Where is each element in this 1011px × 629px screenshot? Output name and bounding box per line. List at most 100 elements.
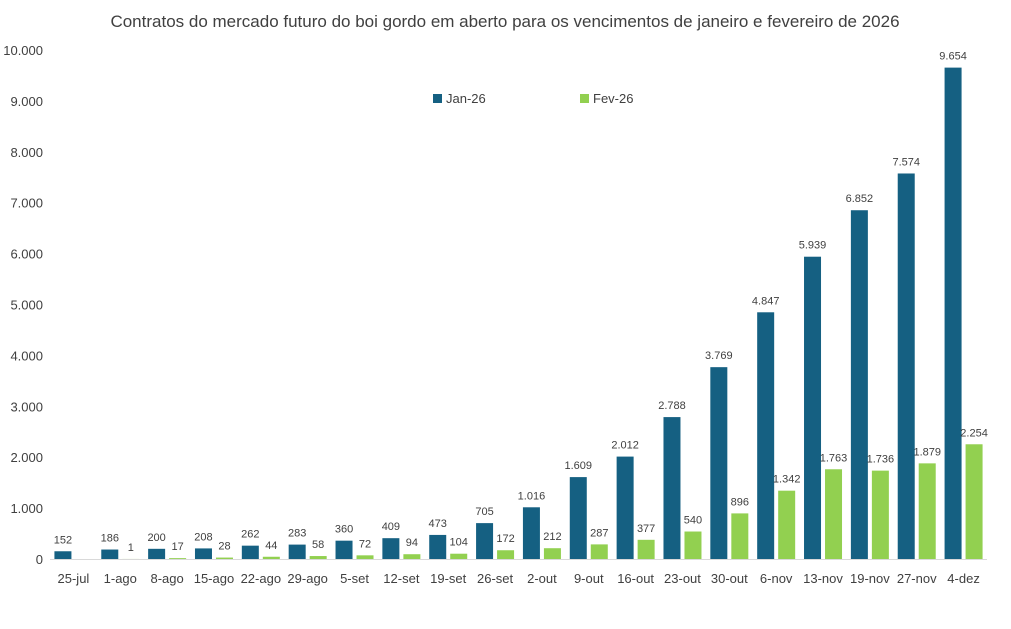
data-label-jan-26: 283 [288,528,306,540]
bar-jan-26-30-out [710,367,728,559]
x-tick-label: 23-out [664,571,701,586]
data-label-fev-26: 1.763 [820,452,848,464]
bar-fev-26-19-nov [871,470,889,559]
data-label-fev-26: 17 [172,541,184,553]
data-label-fev-26: 1 [128,542,134,554]
data-label-jan-26: 3.769 [705,350,733,362]
y-tick-label: 9.000 [10,94,43,109]
bar-fev-26-22-ago [262,556,280,559]
x-tick-label: 19-nov [850,571,890,586]
data-label-fev-26: 2.254 [960,427,988,439]
data-label-fev-26: 28 [218,541,230,553]
bar-jan-26-5-set [335,540,353,559]
x-tick-label: 26-set [477,571,514,586]
bar-jan-26-22-ago [241,545,259,559]
y-tick-label: 5.000 [10,298,43,313]
x-tick-label: 2-out [527,571,557,586]
data-label-jan-26: 5.939 [799,240,827,252]
bar-fev-26-6-nov [778,490,796,559]
bar-fev-26-23-out [684,531,702,559]
data-label-jan-26: 409 [382,521,400,533]
x-tick-label: 30-out [711,571,748,586]
bar-jan-26-9-out [569,477,587,559]
bar-jan-26-16-out [616,456,634,559]
bar-fev-26-8-ago [169,558,187,559]
bar-fev-26-16-out [637,539,655,559]
data-labels: 152 186 1 200 17 208 28 262 44 283 58 360 72 409 94 473… [54,51,988,554]
x-tick-label: 25-jul [58,571,90,586]
bar-jan-26-4-dez [944,67,962,560]
y-tick-label: 10.000 [3,43,43,58]
data-label-jan-26: 1.609 [565,460,593,472]
bar-jan-26-19-nov [850,210,868,559]
legend-swatch-jan-26 [433,94,442,103]
chart-title: Contratos do mercado futuro do boi gordo… [110,12,899,31]
bar-jan-26-25-jul [54,551,72,559]
bar-jan-26-27-nov [897,173,915,559]
bar-fev-26-12-set [403,554,421,559]
x-tick-label: 8-ago [151,571,184,586]
data-label-jan-26: 360 [335,524,353,536]
x-axis: 25-jul 1-ago 8-ago 15-ago 22-ago 29-ago 5-set 1… [58,571,980,586]
data-label-fev-26: 1.879 [913,446,941,458]
data-label-jan-26: 152 [54,534,72,546]
data-label-jan-26: 200 [147,532,165,544]
data-label-jan-26: 2.012 [611,440,639,452]
data-label-jan-26: 705 [475,506,493,518]
x-tick-label: 29-ago [287,571,327,586]
y-tick-label: 4.000 [10,348,43,363]
y-tick-label: 6.000 [10,247,43,262]
data-label-jan-26: 208 [194,531,212,543]
legend-label-fev-26: Fev-26 [593,91,633,106]
data-label-jan-26: 7.574 [892,156,920,168]
data-label-jan-26: 1.016 [518,490,546,502]
bar-jan-26-15-ago [194,548,212,559]
bar-jan-26-1-ago [101,549,119,559]
data-label-jan-26: 262 [241,529,259,541]
data-label-fev-26: 540 [684,515,702,527]
y-tick-label: 1.000 [10,501,43,516]
y-tick-label: 3.000 [10,399,43,414]
x-tick-label: 22-ago [241,571,281,586]
bar-jan-26-6-nov [757,312,775,559]
y-tick-label: 7.000 [10,196,43,211]
bar-jan-26-29-ago [288,544,306,559]
x-tick-label: 16-out [617,571,654,586]
data-label-fev-26: 44 [265,540,277,552]
bar-jan-26-26-set [476,523,494,559]
y-tick-label: 0 [36,552,43,567]
data-label-fev-26: 172 [496,533,514,545]
bar-fev-26-9-out [590,544,608,559]
bar-fev-26-29-ago [309,556,327,559]
x-tick-label: 27-nov [897,571,937,586]
data-label-jan-26: 6.852 [846,193,874,205]
bar-fev-26-5-set [356,555,374,559]
bar-fev-26-26-set [497,550,515,559]
legend-label-jan-26: Jan-26 [446,91,486,106]
data-label-fev-26: 58 [312,539,324,551]
x-tick-label: 1-ago [104,571,137,586]
x-tick-label: 5-set [340,571,369,586]
bar-fev-26-13-nov [825,469,843,559]
legend-swatch-fev-26 [580,94,589,103]
bar-jan-26-8-ago [148,548,166,559]
data-label-jan-26: 473 [429,518,447,530]
data-label-jan-26: 186 [101,533,119,545]
x-tick-label: 4-dez [947,571,980,586]
bar-fev-26-27-nov [918,463,936,559]
x-tick-label: 13-nov [803,571,843,586]
y-axis: 0 1.000 2.000 3.000 4.000 5.000 6.000 7.000 8.00… [3,43,43,567]
data-label-jan-26: 9.654 [939,51,967,63]
data-label-fev-26: 212 [543,531,561,543]
bar-fev-26-30-out [731,513,749,559]
data-label-jan-26: 4.847 [752,295,780,307]
bar-fev-26-19-set [450,553,468,559]
bar-fev-26-15-ago [215,557,233,559]
bar-jan-26-12-set [382,538,400,559]
data-label-fev-26: 1.736 [867,454,895,466]
data-label-jan-26: 2.788 [658,400,686,412]
bar-fev-26-4-dez [965,444,983,559]
x-tick-label: 6-nov [760,571,793,586]
y-tick-label: 8.000 [10,145,43,160]
